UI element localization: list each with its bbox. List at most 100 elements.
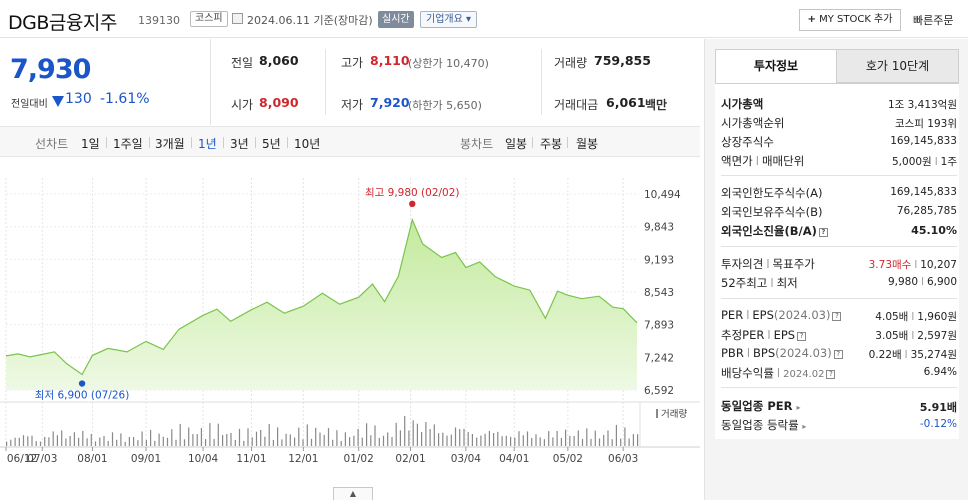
volume-bar [514,437,516,446]
realtime-button[interactable]: 실시간 [378,11,414,28]
separator [223,137,224,148]
info-row-est-per: 추정PER l EPS? 3.05배 l 2,597원 [721,325,957,343]
x-tick-label: 09/01 [131,453,161,465]
volume-bar [632,434,634,446]
divider [541,49,542,115]
x-tick-label: 05/02 [553,453,583,465]
sector-rate-value: -0.12% [919,418,957,430]
volume-bar [374,425,376,446]
period-5y[interactable]: 5년 [262,137,281,151]
help-icon[interactable]: ? [818,228,828,237]
volume-bar [459,429,461,446]
volume-legend-swatch [656,409,658,418]
volume-bar [395,422,397,446]
quick-order-button[interactable]: 빠른주문 [913,14,954,27]
volume-bar [522,435,524,446]
period-1w[interactable]: 1주일 [113,137,143,151]
w52-label: 52주최고 l 최저 [721,276,798,290]
invest-info-panel: 투자정보 호가 10단계 시가총액 1조 3,413억원 시가총액순위 코스피 … [704,39,968,500]
x-tick-label: 10/04 [188,453,219,465]
volume-bar [86,438,88,446]
volume-bar [493,433,495,446]
volume-bar [404,415,406,446]
volume-bar [56,435,58,446]
volume-bar [158,433,160,446]
info-row-52w: 52주최고 l 최저 9,980 l 6,900 [721,273,957,291]
volume-bar [260,430,262,446]
help-icon[interactable]: ? [826,370,836,379]
chevron-right-icon: ▸ [796,403,801,412]
volume-bar [565,429,567,446]
volume-bar [467,432,469,446]
help-icon[interactable]: ? [832,312,842,321]
volume-bar [247,428,249,446]
collapse-chart-button[interactable]: ▲ [333,487,373,500]
opinion-value: 3.73매수 l 10,207 [868,259,957,271]
volume-bar [39,441,42,446]
volume-bar [425,422,427,446]
tab-invest-info[interactable]: 투자정보 [715,49,837,83]
reference-date: 2024.06.11 기준(장마감) [247,14,373,27]
volume-bar [327,428,330,446]
volume-bar [476,437,478,446]
prev-close-label: 전일 [231,56,254,70]
open-label: 시가 [231,98,254,112]
high-value: 8,110 [370,53,410,68]
volume-bar [501,436,503,446]
price-chart[interactable]: 최고 9,980 (02/02) 최저 6,900 (07/26) 10,494 9,… [0,158,700,500]
volume-bar [319,432,321,446]
candle-monthly[interactable]: 월봉 [576,137,599,151]
pbr-value: 0.22배 l 35,274원 [868,349,957,361]
company-overview-button[interactable]: 기업개요 ▾ [420,11,477,28]
max-marker [409,200,416,208]
volume-bar [310,438,313,446]
volume-bar [65,438,67,446]
volume-bar [624,427,626,446]
period-3m[interactable]: 3개월 [155,137,185,151]
period-1d[interactable]: 1일 [81,137,100,151]
tab-orderbook[interactable]: 호가 10단계 [836,49,959,83]
volume-bar [6,441,8,446]
volume-bar [543,439,545,446]
upper-limit: (상한가 10,470) [408,57,489,70]
volume-bar [344,432,346,446]
y-tick-label: 10,494 [644,189,681,201]
period-10y[interactable]: 10년 [294,137,321,151]
sector-per-value: 5.91배 [919,401,957,414]
info-row-sector-rate[interactable]: 동일업종 등락률 ▸ -0.12% [721,415,957,433]
trade-amount-unit: 백만 [645,98,668,112]
trade-amount-value: 6,061 [606,95,646,110]
volume-bar [277,427,279,446]
volume-bar [14,437,16,446]
period-1y[interactable]: 1년 [198,137,217,151]
volume-bar [577,430,579,446]
volume-bar [442,432,444,446]
period-3y[interactable]: 3년 [230,137,249,151]
volume-bar [315,427,317,446]
info-row-dividend: 배당수익률 l 2024.02? 6.94% [721,363,957,381]
volume-bar [336,430,338,446]
volume-bar [150,429,152,446]
volume-bar [175,439,177,446]
info-row-sector-per[interactable]: 동일업종 PER ▸ 5.91배 [721,396,957,414]
help-icon[interactable]: ? [833,350,843,359]
volume-value: 759,855 [594,53,651,68]
volume-bar [209,423,211,446]
volume-bar [497,431,499,446]
volume-bar [128,437,130,446]
help-icon[interactable]: ? [797,332,807,341]
candle-daily[interactable]: 일봉 [505,137,528,151]
add-mystock-button[interactable]: + MY STOCK 추가 [799,9,901,31]
low-value: 7,920 [370,95,410,110]
per-label: PER l EPS(2024.03)? [721,308,842,322]
price-chart-svg: 최고 9,980 (02/02) 최저 6,900 (07/26) 10,494 9,… [0,178,700,465]
volume-bar [281,439,283,446]
volume-bar [378,437,380,446]
foreign-limit-label: 외국인한도주식수(A) [721,186,823,200]
w52-value: 9,980 l 6,900 [887,276,957,288]
volume-bar [222,435,224,446]
price-area [6,219,637,390]
volume-bar [548,431,550,446]
x-tick-label: 03/04 [451,453,482,465]
candle-weekly[interactable]: 주봉 [540,137,563,151]
